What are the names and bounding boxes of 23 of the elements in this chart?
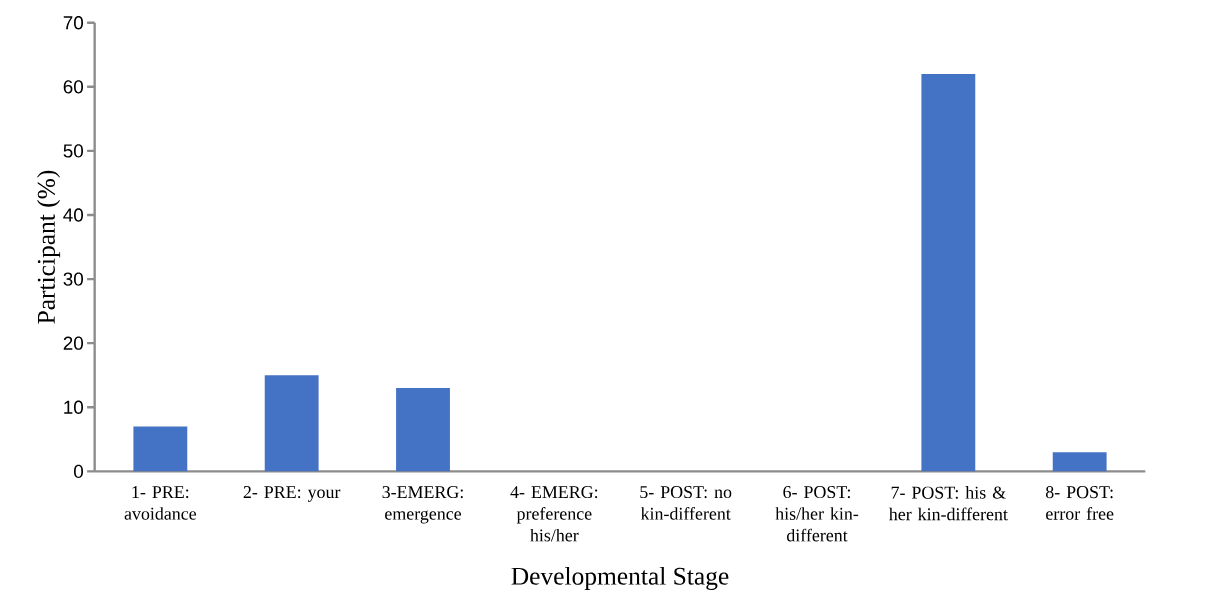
bar <box>133 426 188 472</box>
x-tick-label: 7- POST: his & her kin-different <box>888 486 1008 521</box>
x-tick-label: 5- POST: no kin-different <box>640 486 732 520</box>
y-tick-label: 60 <box>63 80 84 94</box>
x-tick-label: 8- POST: error free <box>1045 486 1114 520</box>
x-tick-label: 4- EMERG: preference his/her <box>510 486 598 542</box>
x-tick-label: 3-EMERG: emergence <box>382 486 463 524</box>
y-axis-title: Participant (%) <box>37 170 61 324</box>
bar <box>264 375 319 472</box>
x-tick-label: 2- PRE: your <box>243 486 341 502</box>
y-tick-label: 40 <box>63 208 84 222</box>
y-tick-label: 30 <box>63 272 84 286</box>
y-tick-label: 10 <box>64 400 84 415</box>
y-tick-label: 50 <box>63 144 84 158</box>
y-tick-label: 0 <box>74 464 84 479</box>
bar <box>1052 452 1107 472</box>
y-tick-label: 70 <box>63 16 84 30</box>
y-tick-label: 20 <box>63 336 84 350</box>
x-tick-label: 6- POST: his/her kin-different <box>775 486 859 542</box>
x-axis-title: Developmental Stage <box>511 566 729 591</box>
x-tick-label: 1- PRE: avoidance <box>124 486 197 520</box>
bar <box>396 388 450 472</box>
bar <box>921 74 976 472</box>
